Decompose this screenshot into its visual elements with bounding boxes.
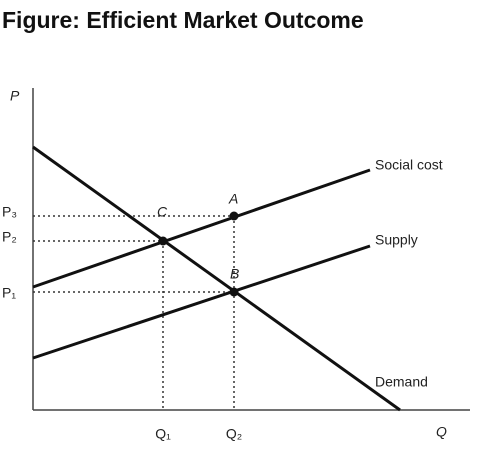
social-cost-curve <box>32 168 371 289</box>
curve-label: Supply <box>375 232 418 248</box>
point-b <box>229 287 239 297</box>
supply-curve <box>32 244 371 360</box>
title: Figure: Efficient Market Outcome <box>2 7 364 33</box>
point-label: A <box>228 191 238 207</box>
curve-label: Social cost <box>375 157 443 173</box>
curve-label: Demand <box>375 374 428 390</box>
quantity-label: Q₂ <box>226 426 242 442</box>
price-label: P₃ <box>2 204 17 220</box>
point-label: C <box>157 204 168 220</box>
quantity-label: Q₁ <box>155 426 171 442</box>
point-label: B <box>230 266 239 282</box>
price-label: P₂ <box>2 229 17 245</box>
x-axis-label: Q <box>436 424 447 440</box>
demand-curve <box>32 145 401 412</box>
point-a <box>229 211 239 221</box>
point-c <box>158 236 168 246</box>
price-label: P₁ <box>2 285 16 301</box>
y-axis-label: P <box>10 88 20 104</box>
